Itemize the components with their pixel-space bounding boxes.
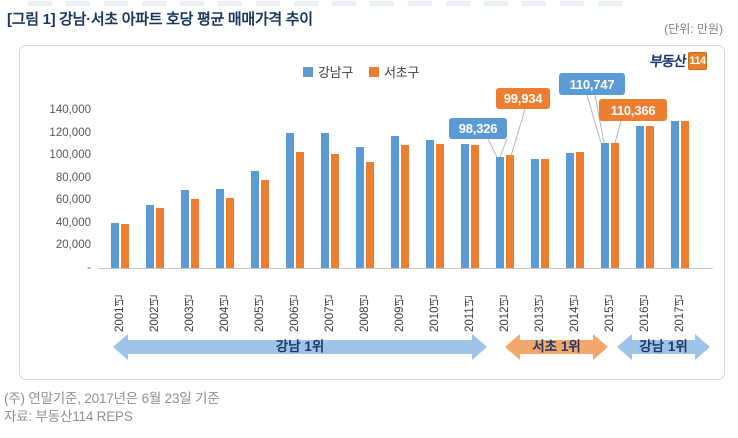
bar-gangnam-2001 [111,222,119,268]
bar-seocho-2008 [366,161,374,268]
bar-seocho-2010 [436,143,444,268]
bar-seocho-2016 [646,125,654,268]
bar-gangnam-2006 [286,132,294,268]
legend-item-서초구: 서초구 [369,62,419,81]
arrow-left-head-icon [505,334,520,360]
bar-gangnam-2004 [216,189,224,268]
brand-logo-badge: 114 [688,52,707,70]
bar-seocho-2012 [506,155,514,268]
unit-label: (단위: 만원) [664,22,723,36]
bar-gangnam-2013 [531,158,539,268]
bar-seocho-2013 [541,158,549,268]
rank-arrow-2: 서초 1위 [505,334,608,360]
x-axis-label-2015: 2015년 [604,294,616,332]
bar-seocho-2003 [191,199,199,268]
bar-seocho-2007 [331,154,339,268]
x-axis-label-2017: 2017년 [674,294,686,332]
bar-seocho-2004 [226,198,234,268]
x-axis-label-2005: 2005년 [254,294,266,332]
bar-gangnam-2005 [251,170,259,268]
bar-gangnam-2012 [496,157,504,268]
arrow-left-head-icon [617,334,632,360]
y-axis-tick-label: 40,000 [55,216,91,229]
x-axis-label-2001: 2001년 [114,294,126,332]
bar-gangnam-2010 [426,140,434,268]
arrow-right-head-icon [593,334,608,360]
bar-gangnam-2002 [146,204,154,268]
x-axis-label-2014: 2014년 [569,294,581,332]
bar-gangnam-2009 [391,135,399,268]
arrow-right-head-icon [695,334,710,360]
callout-110366: 110,366 [599,99,667,121]
x-axis-label-2004: 2004년 [219,294,231,332]
legend-item-강남구: 강남구 [303,62,353,81]
chart-frame: 부동산 114 강남구 서초구 140,000 120,000 100,000 80,0… [19,45,725,380]
bar-seocho-2002 [156,208,164,268]
x-axis-label-2016: 2016년 [639,294,651,332]
footnote-source: 자료: 부동산114 REPS [4,409,133,424]
arrow-left-head-icon [113,334,128,360]
x-axis-label-2009: 2009년 [394,294,406,332]
legend-label: 서초구 [384,65,419,80]
rank-arrow-label: 서초 1위 [532,339,581,354]
callout-99934: 99,934 [496,88,550,109]
bar-gangnam-2015 [601,143,609,268]
page-top-artifact [28,1,623,6]
y-axis-tick-label: 60,000 [55,194,91,207]
arrow-body: 서초 1위 [520,340,593,354]
x-axis-label-2002: 2002년 [149,294,161,332]
bar-seocho-2009 [401,144,409,268]
arrow-body: 강남 1위 [632,340,695,354]
rank-arrow-label: 강남 1위 [639,339,688,354]
y-axis-tick-label: - [87,262,91,274]
rank-arrow-3: 강남 1위 [617,334,710,360]
x-axis-label-2006: 2006년 [289,294,301,332]
legend-swatch-icon [369,66,379,77]
y-axis-tick-label: 20,000 [55,239,91,252]
y-axis-tick-label: 100,000 [49,149,91,162]
y-axis-tick-label: 140,000 [49,104,91,116]
callout-110747: 110,747 [559,73,625,95]
arrow-body: 강남 1위 [128,340,472,354]
x-axis-label-2010: 2010년 [429,294,441,332]
x-axis-label-2008: 2008년 [359,294,371,332]
x-axis-label-2003: 2003년 [184,294,196,332]
page-title: [그림 1] 강남·서초 아파트 호당 평균 매매가격 추이 [7,11,313,28]
bar-gangnam-2016 [636,125,644,268]
bar-seocho-2015 [611,143,619,268]
bar-gangnam-2003 [181,190,189,268]
x-axis-label-2011: 2011년 [464,295,476,332]
x-axis-baseline [98,268,713,269]
bar-seocho-2011 [471,144,479,268]
x-axis-label-2007: 2007년 [324,294,336,332]
chart-legend: 강남구 서초구 [303,62,419,81]
bar-seocho-2017 [681,121,689,268]
bar-seocho-2006 [296,151,304,268]
y-axis-tick-label: 120,000 [49,126,91,139]
bar-seocho-2001 [121,223,129,268]
bar-gangnam-2008 [356,147,364,268]
bar-seocho-2005 [261,179,269,268]
x-axis-label-2012: 2012년 [499,294,511,332]
rank-arrow-1: 강남 1위 [113,334,487,360]
callout-98326: 98,326 [449,118,507,139]
rank-arrow-label: 강남 1위 [275,339,325,354]
legend-swatch-icon [303,66,314,77]
bar-gangnam-2014 [566,152,574,268]
legend-label: 강남구 [318,65,353,80]
brand-logo-text: 부동산 [649,53,687,69]
brand-logo: 부동산 114 [650,51,707,71]
bar-gangnam-2007 [321,132,329,268]
y-axis-tick-label: 80,000 [55,171,91,184]
bar-gangnam-2011 [461,143,469,268]
bar-seocho-2014 [576,151,584,268]
x-axis-label-2013: 2013년 [534,294,546,332]
footnote-basis: (주) 연말기준, 2017년은 6월 23일 기준 [4,391,220,406]
bar-gangnam-2017 [671,121,679,268]
arrow-right-head-icon [472,334,487,360]
